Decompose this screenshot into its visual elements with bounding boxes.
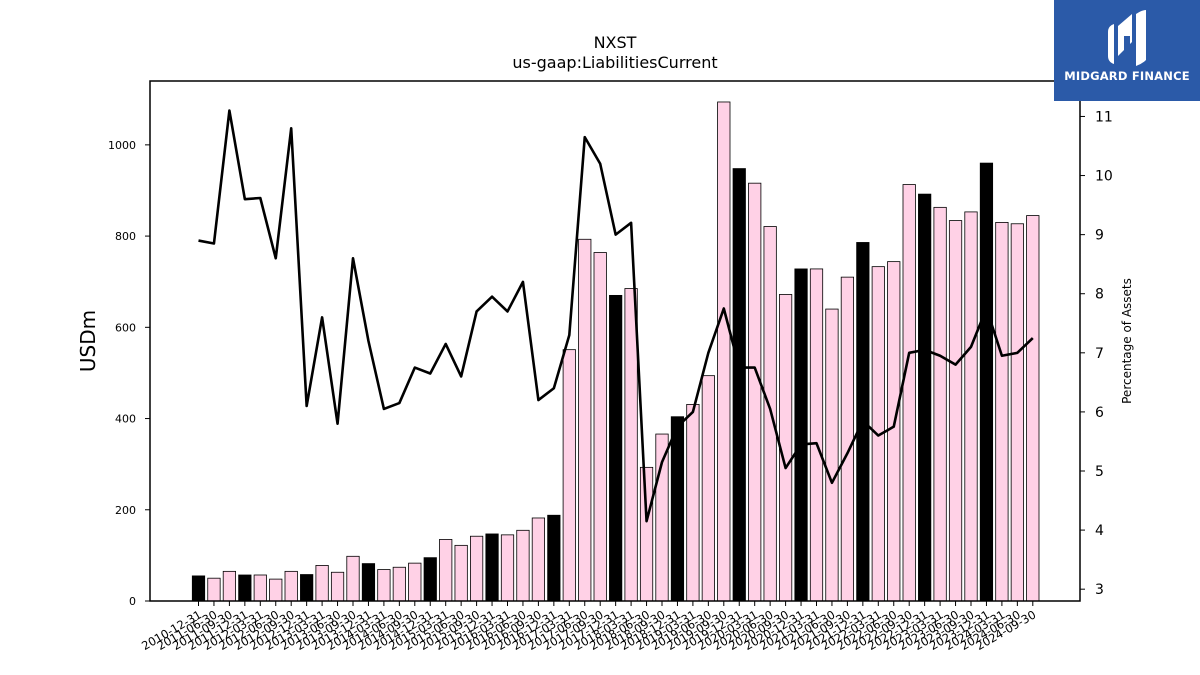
bar — [670, 416, 685, 602]
bar — [686, 403, 700, 602]
bar — [748, 182, 762, 602]
midgard-m-icon — [1108, 10, 1146, 66]
y-right-tick-label: 6 — [1095, 405, 1104, 421]
bar — [794, 268, 808, 602]
bar — [732, 168, 746, 602]
bar — [948, 220, 963, 602]
bar — [377, 569, 391, 602]
y-right-tick-label: 8 — [1095, 287, 1104, 303]
bar — [639, 466, 654, 602]
bar — [562, 349, 576, 602]
bar — [902, 184, 916, 602]
bar — [1026, 215, 1040, 602]
bar — [809, 268, 824, 602]
x-axis: 2010-12-312011-06-302011-09-302011-12-31… — [139, 601, 1038, 653]
bar — [701, 375, 715, 602]
plot-frame — [149, 80, 1081, 602]
bar — [1010, 223, 1024, 602]
bar — [964, 211, 978, 602]
bar — [439, 539, 453, 602]
bar — [361, 563, 376, 602]
bar — [918, 193, 932, 602]
bar — [269, 578, 283, 602]
bar — [500, 534, 515, 602]
bar — [284, 570, 298, 602]
y-axis-left: 0 200 400 600 800 1000 — [108, 139, 150, 608]
bar — [547, 514, 561, 602]
bar — [207, 577, 221, 602]
bar — [191, 575, 206, 602]
bar — [330, 571, 345, 602]
bar — [933, 206, 947, 602]
chart-title: NXST — [594, 33, 637, 52]
y-tick-label: 0 — [129, 595, 136, 608]
bar — [485, 533, 499, 602]
y-right-tick-label: 3 — [1095, 582, 1104, 598]
bar — [593, 252, 607, 602]
y-right-tick-label: 5 — [1095, 464, 1104, 480]
line-group — [198, 109, 1034, 523]
bar — [717, 101, 731, 602]
bar — [840, 276, 855, 602]
bar — [995, 221, 1009, 602]
y-tick-label: 1000 — [108, 139, 136, 152]
y-right-tick-label: 4 — [1095, 523, 1104, 539]
bar — [887, 261, 901, 602]
y-axis-label: USDm — [76, 310, 100, 372]
bar — [315, 565, 329, 602]
logo-text: MIDGARD FINANCE — [1064, 69, 1190, 83]
bar — [346, 555, 360, 602]
bar — [238, 574, 252, 602]
bar — [222, 570, 236, 602]
bar — [516, 529, 530, 602]
chart-subtitle: us-gaap:LiabilitiesCurrent — [512, 53, 717, 72]
bar — [300, 574, 314, 602]
bar — [392, 566, 406, 602]
series-line — [198, 109, 1034, 523]
y-tick-label: 400 — [115, 413, 136, 426]
brand-logo: MIDGARD FINANCE — [1054, 0, 1200, 101]
bar — [469, 535, 484, 602]
y-right-tick-label: 7 — [1095, 346, 1104, 362]
bar — [624, 288, 638, 602]
y-tick-label: 800 — [115, 230, 136, 243]
bar — [825, 308, 839, 602]
bar — [578, 238, 592, 602]
bar — [253, 574, 267, 602]
y-right-tick-label: 11 — [1095, 109, 1113, 125]
y-right-tick-label: 10 — [1095, 169, 1113, 185]
y-axis-label-right: Percentage of Assets — [1120, 278, 1134, 404]
y-tick-label: 600 — [115, 321, 136, 334]
bar — [423, 557, 437, 602]
y-axis-right: 3 4 5 6 7 8 9 10 11 — [1080, 109, 1113, 598]
y-tick-label: 200 — [115, 504, 136, 517]
y-right-tick-label: 9 — [1095, 228, 1104, 244]
bar — [454, 544, 468, 602]
bar — [609, 294, 623, 602]
bar — [979, 162, 994, 602]
bar — [531, 517, 546, 602]
bar — [408, 562, 422, 602]
